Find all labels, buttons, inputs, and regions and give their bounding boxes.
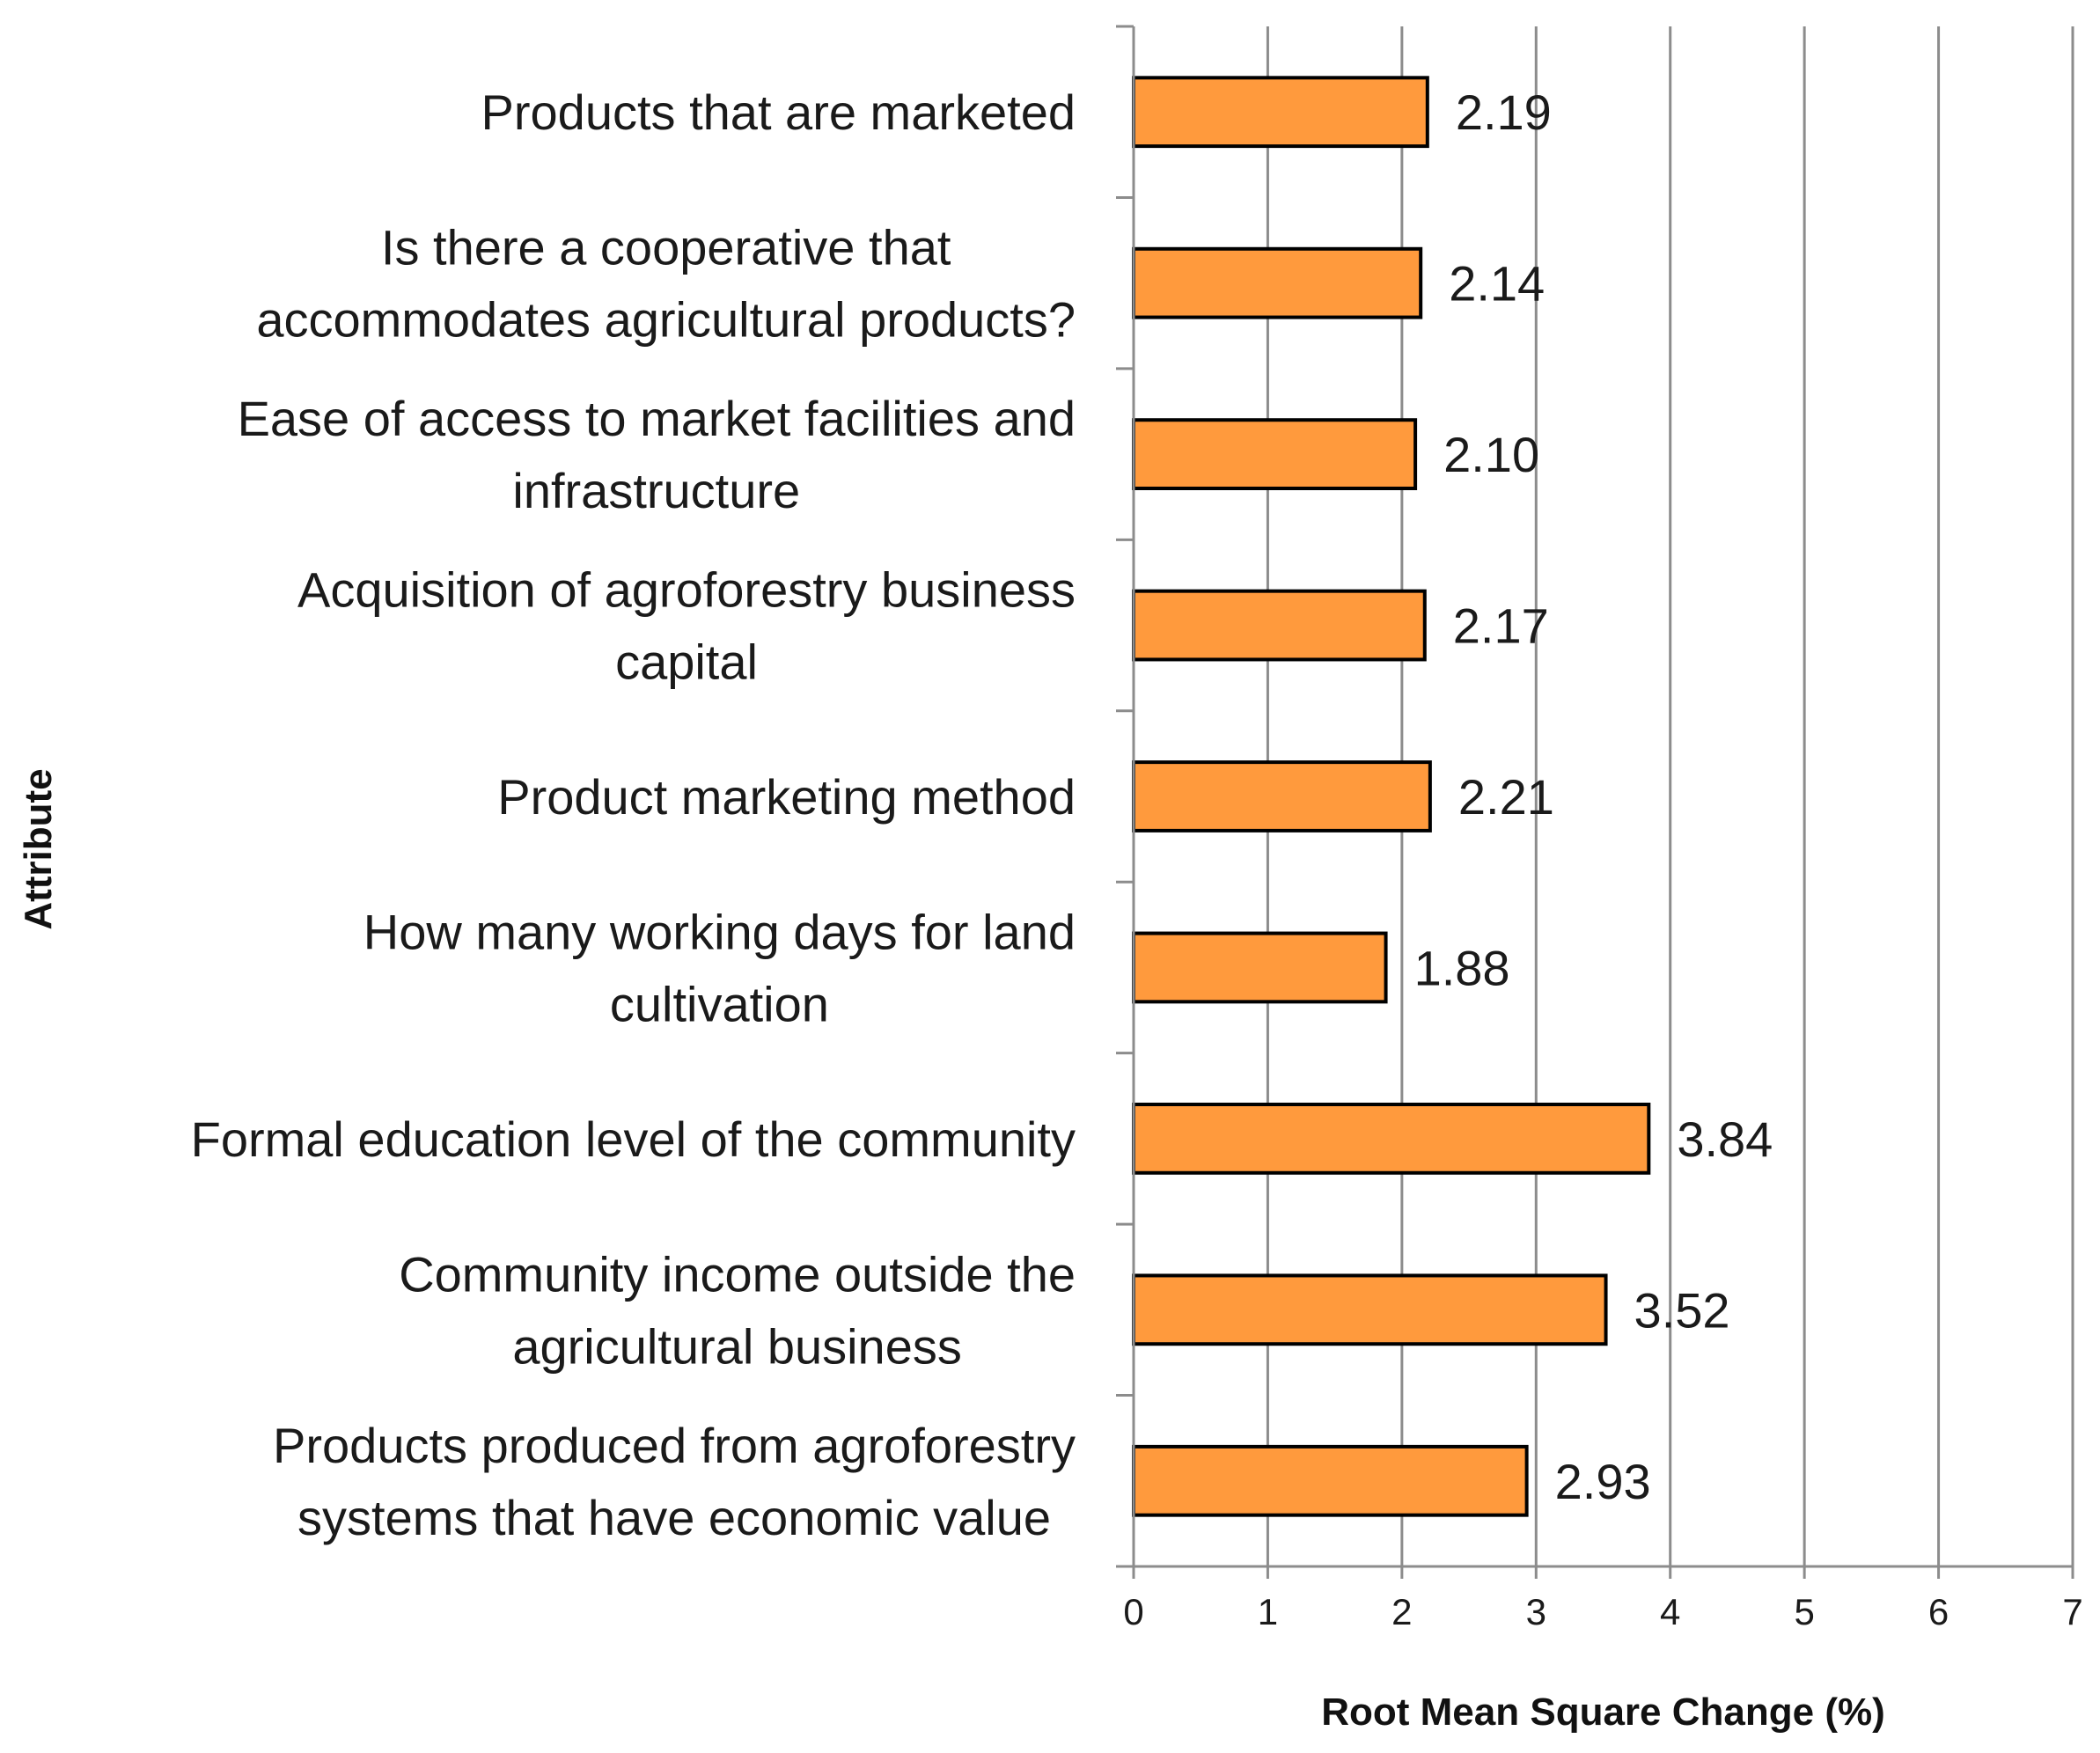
x-tick-label: 0 [1123, 1591, 1143, 1632]
bar [1132, 1444, 1529, 1517]
x-tick-label: 3 [1526, 1591, 1546, 1632]
x-tick-label: 4 [1660, 1591, 1680, 1632]
category-label: Product marketing method [497, 769, 1076, 825]
data-label: 2.93 [1555, 1454, 1651, 1509]
bar [1132, 760, 1432, 832]
y-axis-title: Attribute [17, 768, 60, 929]
category-label: Community income outside the agricultural… [399, 1246, 1076, 1374]
data-label: 2.17 [1453, 598, 1549, 654]
category-label: Acquisition of agroforestry business capi… [297, 562, 1076, 690]
bar [1132, 589, 1427, 662]
category-label: Is there a cooperative that accommodates … [256, 220, 1076, 348]
x-tick-label: 2 [1391, 1591, 1412, 1632]
x-tick-label: 5 [1794, 1591, 1814, 1632]
x-tick-label: 1 [1258, 1591, 1278, 1632]
category-label: Ease of access to market facilities and i… [238, 391, 1076, 518]
data-label: 2.21 [1458, 769, 1554, 825]
category-label: Formal education level of the community [191, 1111, 1076, 1167]
labels: 0 1 2 3 4 5 6 7 2.19 Products that are marketed 2.… [191, 84, 2083, 1632]
data-label: 3.84 [1677, 1111, 1773, 1167]
data-label: 2.10 [1443, 427, 1539, 482]
category-label: Products produced from agroforestry syste… [273, 1418, 1076, 1545]
category-label: Products that are marketed [481, 84, 1076, 140]
category-label: How many working days for land cultivatio… [363, 904, 1076, 1031]
bar [1132, 246, 1423, 319]
bar [1132, 1103, 1651, 1175]
bar [1132, 1273, 1608, 1346]
data-label: 3.52 [1634, 1282, 1730, 1338]
axes [1116, 25, 2074, 1579]
data-label: 1.88 [1414, 940, 1510, 995]
bar [1132, 418, 1418, 491]
x-tick-label: 7 [2062, 1591, 2082, 1632]
bar [1132, 76, 1429, 149]
x-tick-label: 6 [1928, 1591, 1949, 1632]
bar [1132, 931, 1388, 1004]
bars [1132, 76, 1651, 1517]
data-label: 2.19 [1456, 84, 1552, 140]
x-axis-title: Root Mean Square Change (%) [1321, 1691, 1885, 1734]
data-label: 2.14 [1449, 256, 1545, 312]
